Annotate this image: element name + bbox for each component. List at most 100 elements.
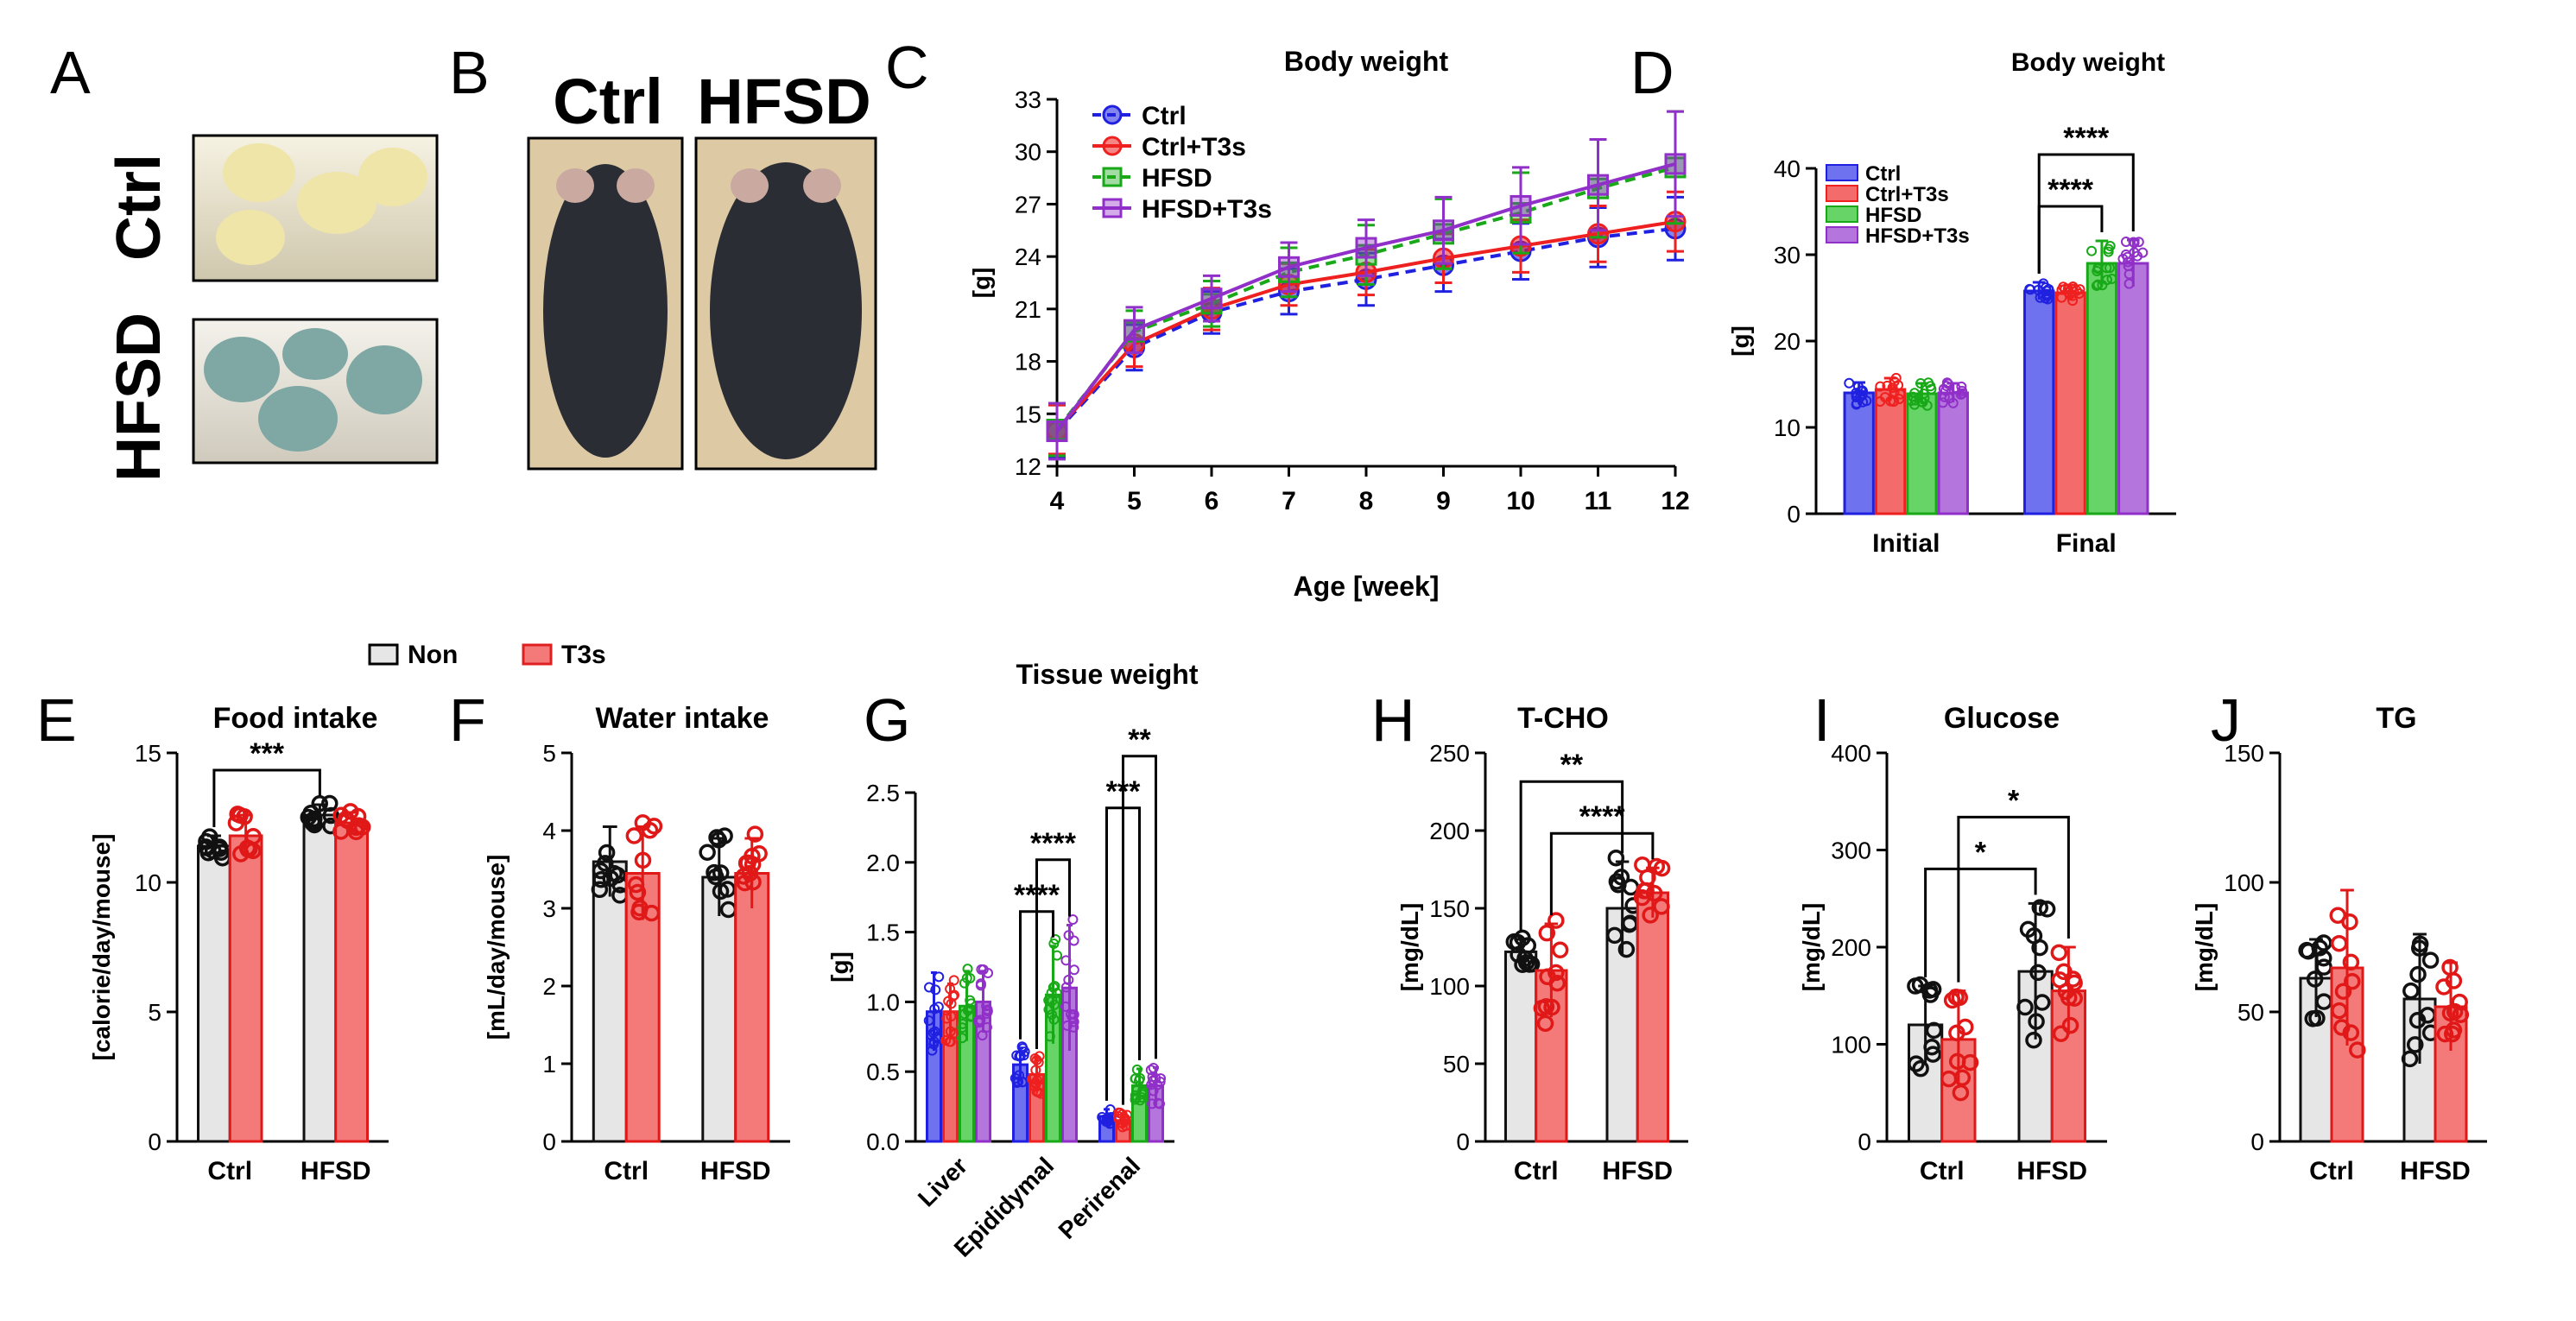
x-tick-label: Ctrl bbox=[2309, 1157, 2354, 1185]
legend-label: Ctrl+T3s bbox=[1142, 133, 1246, 161]
data-point bbox=[1145, 1065, 1156, 1076]
data-point bbox=[699, 844, 716, 861]
category-initial bbox=[1843, 372, 1969, 515]
panel-letter-h: H bbox=[1371, 686, 1415, 754]
y-axis-label: [g] bbox=[826, 951, 853, 983]
chart-title: T-CHO bbox=[1517, 702, 1609, 735]
bracket-line bbox=[212, 768, 321, 827]
x-tick-label: 8 bbox=[1359, 487, 1374, 515]
y-tick-label: 50 bbox=[2237, 999, 2264, 1026]
data-point bbox=[928, 1039, 940, 1050]
bar bbox=[1636, 891, 1669, 1143]
y-tick-label: 0 bbox=[1787, 501, 1801, 528]
data-point bbox=[1044, 1031, 1055, 1042]
legend-t3s-swatch bbox=[522, 643, 553, 666]
y-axis-label: [mg/dL] bbox=[2191, 903, 2218, 992]
data-point bbox=[1547, 964, 1565, 982]
data-point bbox=[1066, 1008, 1077, 1020]
data-point bbox=[2436, 1025, 2454, 1043]
data-point bbox=[975, 978, 986, 989]
data-point bbox=[1048, 999, 1060, 1010]
y-tick-label: 33 bbox=[1015, 86, 1041, 113]
data-point bbox=[2092, 263, 2104, 275]
y-tick-label: 200 bbox=[1831, 934, 1871, 961]
category-ctrl bbox=[197, 806, 263, 1143]
data-point bbox=[929, 1003, 940, 1014]
bar bbox=[2023, 289, 2055, 515]
y-tick-label: 40 bbox=[1774, 155, 1801, 182]
y-tick-label: 0 bbox=[1858, 1128, 1871, 1155]
data-point bbox=[1607, 849, 1625, 867]
panel-a: A Ctrl HFSD bbox=[50, 39, 439, 482]
bracket-line bbox=[1957, 815, 2070, 983]
data-point bbox=[736, 874, 754, 892]
data-point bbox=[2421, 951, 2440, 969]
category-ctrl bbox=[2298, 888, 2366, 1143]
legend-non-swatch bbox=[368, 643, 399, 666]
x-tick-label: 4 bbox=[1050, 487, 1065, 515]
legend-marker bbox=[1102, 198, 1123, 218]
data-point bbox=[1851, 392, 1862, 403]
data-point bbox=[1060, 955, 1072, 966]
data-point bbox=[1957, 1018, 1974, 1036]
data-point bbox=[712, 882, 730, 901]
data-point bbox=[706, 868, 725, 886]
data-point bbox=[1610, 875, 1627, 894]
data-point bbox=[1547, 912, 1565, 929]
category-epididymal bbox=[1010, 913, 1079, 1143]
data-point bbox=[602, 869, 619, 888]
mouse-label-ctrl: Ctrl bbox=[553, 66, 662, 137]
y-tick-label: 2.5 bbox=[866, 780, 900, 806]
bracket-line bbox=[1924, 867, 2037, 977]
data-point bbox=[2123, 269, 2135, 280]
data-point bbox=[957, 1033, 968, 1044]
legend-label: Ctrl bbox=[1142, 102, 1187, 130]
hfsd-mouse-photo bbox=[694, 136, 877, 471]
data-point bbox=[1010, 1072, 1021, 1084]
significance-bracket: **** bbox=[2037, 122, 2135, 274]
data-point bbox=[2034, 994, 2051, 1011]
data-point bbox=[2123, 256, 2134, 268]
data-point bbox=[1049, 981, 1060, 992]
data-point bbox=[1857, 389, 1868, 401]
legend-marker bbox=[1102, 104, 1123, 125]
x-tick-label: 11 bbox=[1585, 487, 1612, 515]
data-point bbox=[1067, 913, 1079, 925]
data-point bbox=[982, 1004, 993, 1015]
category-hfsd bbox=[2016, 899, 2086, 1143]
data-point bbox=[708, 829, 725, 846]
x-tick-label: 9 bbox=[1436, 487, 1451, 515]
data-point bbox=[2409, 965, 2427, 983]
y-tick-label: 2 bbox=[542, 973, 556, 1000]
x-tick-label: Perirenal bbox=[1054, 1152, 1146, 1244]
bracket-line bbox=[1122, 755, 1157, 1105]
significance-bracket: **** bbox=[1549, 800, 1655, 915]
bar bbox=[2085, 262, 2118, 515]
y-axis-label: [mg/dL] bbox=[1396, 903, 1423, 992]
pellet bbox=[297, 172, 377, 234]
panel-letter-d: D bbox=[1630, 39, 1674, 106]
significance-bracket: * bbox=[1957, 784, 2070, 983]
data-point bbox=[2103, 243, 2114, 255]
data-point bbox=[1063, 930, 1074, 941]
significance-label: ** bbox=[1560, 749, 1584, 781]
data-point bbox=[2086, 245, 2098, 256]
data-point bbox=[347, 819, 365, 837]
data-point bbox=[1664, 153, 1687, 175]
chart-title: Body weight bbox=[2011, 48, 2165, 77]
chart-title: Body weight bbox=[1284, 46, 1449, 77]
data-point bbox=[1433, 219, 1454, 242]
data-point bbox=[311, 795, 328, 812]
y-tick-label: 150 bbox=[2224, 740, 2264, 767]
data-point bbox=[1123, 319, 1145, 341]
legend-marker bbox=[1102, 136, 1123, 156]
data-point bbox=[597, 855, 614, 872]
y-tick-label: 10 bbox=[1774, 414, 1801, 441]
data-point bbox=[2446, 1002, 2464, 1021]
significance-label: * bbox=[1975, 836, 1987, 869]
pellet bbox=[358, 148, 427, 206]
x-tick-label: HFSD bbox=[301, 1157, 371, 1185]
data-point bbox=[244, 842, 262, 860]
data-point bbox=[645, 818, 663, 835]
